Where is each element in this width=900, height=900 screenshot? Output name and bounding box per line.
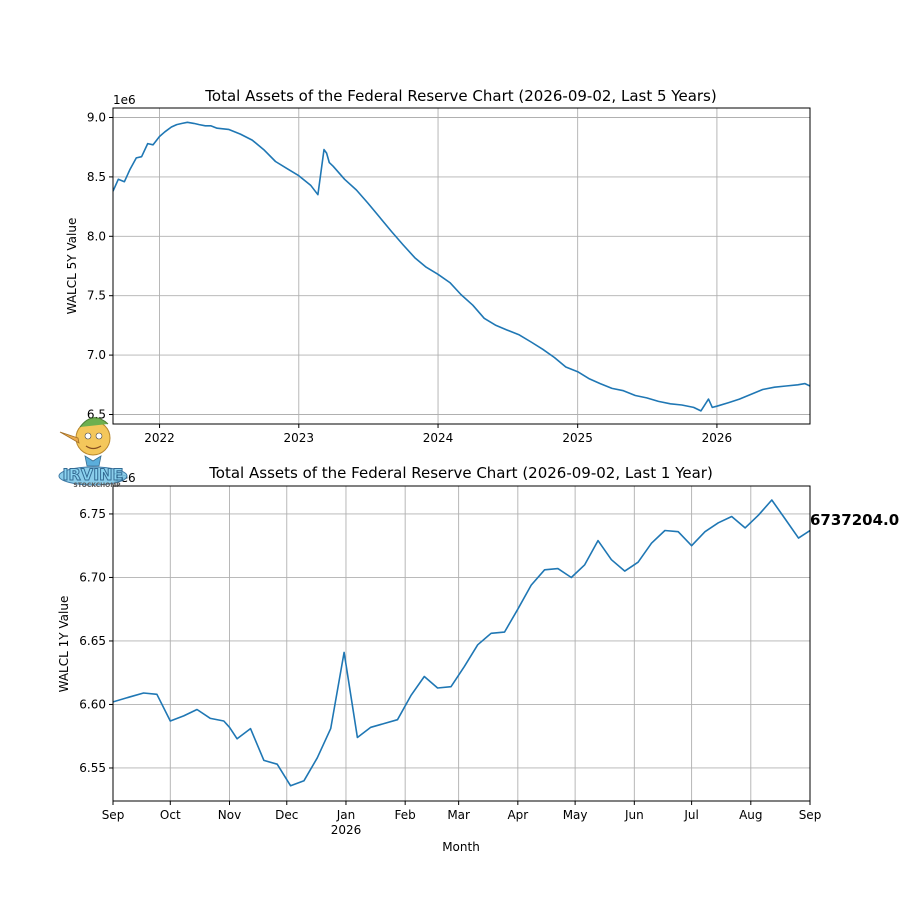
y-tick-label: 6.60 (79, 697, 106, 711)
x-tick-label: Sep (102, 808, 125, 822)
x-tick-label: 2023 (284, 431, 315, 445)
chart-1y: Total Assets of the Federal Reserve Char… (57, 464, 899, 854)
x-tick-label: Aug (739, 808, 762, 822)
y-tick-label: 7.0 (87, 348, 106, 362)
x-tick-label: 2025 (562, 431, 593, 445)
x-tick-label: Dec (275, 808, 298, 822)
irvine-logo-watermark: IRVINE STOCKCHOMP (58, 417, 128, 489)
y-tick-label: 9.0 (87, 111, 106, 125)
x-tick-label: Mar (447, 808, 470, 822)
y-tick-label: 7.5 (87, 289, 106, 303)
x-tick-label: Nov (218, 808, 241, 822)
chart-title: Total Assets of the Federal Reserve Char… (204, 87, 716, 105)
x-tick-label: Jun (624, 808, 644, 822)
x-tick-label: Apr (507, 808, 528, 822)
y-tick-label: 8.0 (87, 229, 106, 243)
last-value-label: 6737204.0 (810, 511, 899, 529)
y-axis-label: WALCL 5Y Value (65, 218, 79, 315)
x-tick-label: 2026 (702, 431, 733, 445)
y-tick-label: 6.65 (79, 634, 106, 648)
chart-5y: Total Assets of the Federal Reserve Char… (65, 87, 811, 445)
watermark-text: IRVINE (63, 465, 124, 484)
x-tick-year-label: 2026 (331, 823, 362, 837)
y-tick-label: 6.70 (79, 570, 106, 584)
y-tick-label: 8.5 (87, 170, 106, 184)
series-line (113, 499, 810, 787)
x-tick-label: 2024 (423, 431, 454, 445)
plot-frame (112, 485, 811, 802)
x-tick-label: Oct (160, 808, 181, 822)
x-tick-label: Sep (799, 808, 822, 822)
series-line (113, 121, 810, 412)
y-offset-label: 1e6 (113, 93, 136, 107)
watermark-subtext: STOCKCHOMP (73, 482, 121, 489)
x-tick-label: Jan (336, 808, 356, 822)
y-tick-label: 6.75 (79, 507, 106, 521)
y-tick-label: 6.55 (79, 761, 106, 775)
x-axis-label: Month (442, 840, 480, 854)
x-tick-label: Feb (395, 808, 416, 822)
chart-title: Total Assets of the Federal Reserve Char… (208, 464, 713, 482)
plot-frame (112, 107, 811, 425)
x-tick-label: May (563, 808, 588, 822)
x-tick-label: 2022 (144, 431, 175, 445)
y-axis-label: WALCL 1Y Value (57, 596, 71, 693)
x-tick-label: Jul (683, 808, 698, 822)
